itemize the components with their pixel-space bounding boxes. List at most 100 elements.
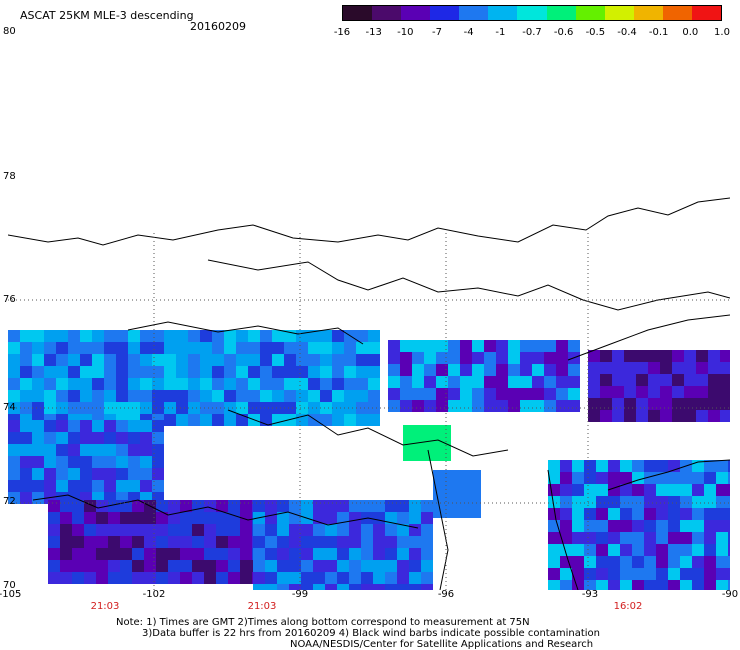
data-cell bbox=[156, 548, 168, 560]
data-cell bbox=[216, 536, 228, 548]
data-cell bbox=[236, 330, 248, 342]
data-cell bbox=[403, 425, 415, 437]
data-cell bbox=[168, 572, 180, 584]
data-cell bbox=[32, 420, 44, 432]
data-cell bbox=[20, 402, 32, 414]
map-date: 20160209 bbox=[190, 20, 246, 33]
data-cell bbox=[80, 366, 92, 378]
data-cell bbox=[584, 580, 596, 590]
data-cell bbox=[373, 572, 385, 584]
data-cell bbox=[260, 402, 272, 414]
data-cell bbox=[289, 536, 301, 548]
data-cell bbox=[568, 376, 580, 388]
data-cell bbox=[253, 500, 265, 512]
data-cell bbox=[427, 437, 439, 449]
data-cell bbox=[284, 342, 296, 354]
data-cell bbox=[704, 544, 716, 556]
data-cell bbox=[337, 536, 349, 548]
data-cell bbox=[656, 520, 668, 532]
data-cell bbox=[596, 532, 608, 544]
data-cell bbox=[448, 340, 460, 352]
data-cell bbox=[548, 508, 560, 520]
data-cell bbox=[313, 560, 325, 572]
data-cell bbox=[696, 350, 708, 362]
data-cell bbox=[92, 390, 104, 402]
data-cell bbox=[80, 432, 92, 444]
data-cell bbox=[284, 366, 296, 378]
data-cell bbox=[400, 400, 412, 412]
data-cell bbox=[320, 390, 332, 402]
data-cell bbox=[409, 500, 421, 512]
data-cell bbox=[116, 378, 128, 390]
data-cell bbox=[472, 364, 484, 376]
data-cell bbox=[60, 572, 72, 584]
data-cell bbox=[356, 366, 368, 378]
data-cell bbox=[409, 548, 421, 560]
data-cell bbox=[152, 330, 164, 342]
data-cell bbox=[120, 536, 132, 548]
data-cell bbox=[116, 468, 128, 480]
data-cell bbox=[308, 342, 320, 354]
data-cell bbox=[728, 472, 730, 484]
lon-label-96: -96 bbox=[437, 589, 455, 600]
data-cell bbox=[301, 536, 313, 548]
data-cell bbox=[704, 508, 716, 520]
data-cell bbox=[548, 556, 560, 568]
data-cell bbox=[728, 508, 730, 520]
data-cell bbox=[728, 484, 730, 496]
data-cell bbox=[320, 402, 332, 414]
data-cell bbox=[44, 468, 56, 480]
data-cell bbox=[696, 410, 708, 422]
data-cell bbox=[556, 400, 568, 412]
data-cell bbox=[104, 330, 116, 342]
data-cell bbox=[277, 560, 289, 572]
lat-label-72: 72 bbox=[3, 496, 16, 507]
colorbar-label: 0.0 bbox=[682, 27, 699, 38]
data-cell bbox=[600, 362, 612, 374]
data-cell bbox=[8, 444, 20, 456]
data-cell bbox=[337, 500, 349, 512]
data-cell bbox=[349, 500, 361, 512]
data-cell bbox=[8, 342, 20, 354]
data-cell bbox=[600, 374, 612, 386]
data-cell bbox=[152, 456, 164, 468]
data-cell bbox=[228, 524, 240, 536]
data-cell bbox=[212, 390, 224, 402]
data-cell bbox=[356, 390, 368, 402]
data-cell bbox=[692, 496, 704, 508]
data-cell bbox=[180, 524, 192, 536]
data-cell bbox=[656, 508, 668, 520]
data-cell bbox=[212, 330, 224, 342]
data-cell bbox=[260, 366, 272, 378]
data-cell bbox=[253, 548, 265, 560]
data-cell bbox=[20, 366, 32, 378]
data-cell bbox=[472, 400, 484, 412]
colorbar-label: -1 bbox=[495, 27, 506, 38]
data-cell bbox=[708, 350, 720, 362]
data-cell bbox=[284, 354, 296, 366]
data-cell bbox=[436, 340, 448, 352]
data-cell bbox=[560, 520, 572, 532]
data-cell bbox=[108, 512, 120, 524]
note-line-2: 3)Data buffer is 22 hrs from 20160209 4)… bbox=[142, 628, 600, 639]
data-cell bbox=[608, 580, 620, 590]
data-cell bbox=[708, 410, 720, 422]
data-cell bbox=[308, 330, 320, 342]
data-cell bbox=[44, 480, 56, 492]
data-cell bbox=[152, 468, 164, 480]
data-cell bbox=[332, 330, 344, 342]
lon-label-102: -102 bbox=[142, 589, 166, 600]
data-cell bbox=[80, 354, 92, 366]
data-cell bbox=[728, 532, 730, 544]
data-cell bbox=[588, 410, 600, 422]
data-cell bbox=[277, 512, 289, 524]
data-cell bbox=[204, 500, 216, 512]
data-cell bbox=[445, 506, 457, 518]
data-cell bbox=[680, 520, 692, 532]
data-cell bbox=[72, 560, 84, 572]
data-cell bbox=[277, 524, 289, 536]
data-cell bbox=[427, 425, 439, 437]
data-cell bbox=[696, 398, 708, 410]
data-cell bbox=[560, 568, 572, 580]
data-cell bbox=[248, 390, 260, 402]
